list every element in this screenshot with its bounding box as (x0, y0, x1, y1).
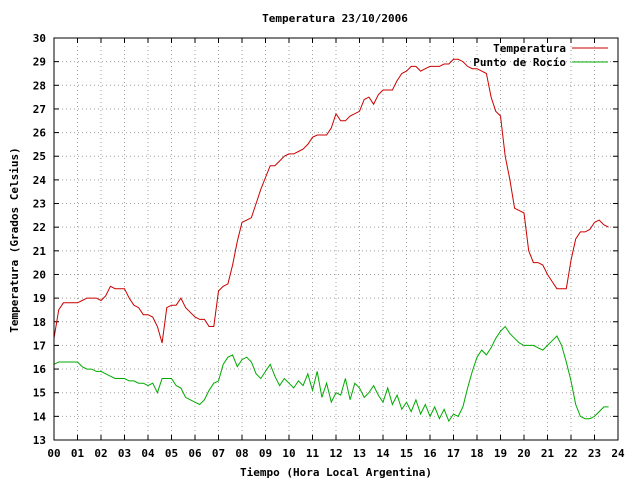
series-line-1 (53, 325, 609, 423)
series-lines (53, 58, 609, 423)
x-tick-label: 05 (165, 447, 178, 460)
series-line-0 (53, 58, 609, 344)
y-tick-label: 27 (33, 103, 46, 116)
x-tick-label: 18 (470, 447, 483, 460)
y-tick-label: 18 (33, 316, 46, 329)
x-tick-label: 00 (47, 447, 60, 460)
y-axis-label: Temperatura (Grados Celsius) (8, 147, 21, 332)
y-tick-label: 28 (33, 79, 46, 92)
x-tick-label: 21 (541, 447, 555, 460)
chart-title: Temperatura 23/10/2006 (262, 12, 408, 25)
x-tick-label: 02 (94, 447, 107, 460)
x-tick-label: 17 (447, 447, 460, 460)
plot-frame (53, 37, 619, 441)
x-tick-label: 13 (353, 447, 366, 460)
x-tick-label: 04 (141, 447, 155, 460)
y-tick-label: 15 (33, 387, 46, 400)
y-tick-label: 26 (33, 127, 47, 140)
x-tick-label: 03 (118, 447, 131, 460)
x-tick-label: 20 (517, 447, 530, 460)
x-tick-label: 15 (400, 447, 413, 460)
y-tick-label: 19 (33, 292, 46, 305)
y-tick-label: 30 (33, 32, 46, 45)
x-tick-label: 07 (212, 447, 225, 460)
x-tick-label: 16 (423, 447, 437, 460)
x-tick-label: 06 (188, 447, 202, 460)
y-tick-label: 13 (33, 434, 46, 447)
x-axis-label: Tiempo (Hora Local Argentina) (240, 466, 432, 479)
y-tick-label: 29 (33, 56, 46, 69)
x-tick-label: 10 (282, 447, 295, 460)
y-tick-label: 17 (33, 339, 46, 352)
x-tick-label: 09 (259, 447, 272, 460)
x-tick-label: 19 (494, 447, 507, 460)
x-tick-label: 08 (235, 447, 248, 460)
x-tick-label: 11 (306, 447, 320, 460)
y-tick-label: 25 (33, 150, 46, 163)
x-axis-ticks: 00 01 02 03 04 05 06 07 08 09 10 11 12 13 14 15 16 17 18 19… (47, 38, 625, 460)
x-tick-label: 14 (376, 447, 390, 460)
legend-label: Temperatura (493, 42, 566, 55)
x-tick-label: 24 (611, 447, 625, 460)
y-tick-label: 21 (33, 245, 47, 258)
x-tick-label: 23 (588, 447, 601, 460)
legend-label: Punto de Rocío (473, 56, 566, 69)
x-tick-label: 12 (329, 447, 342, 460)
y-tick-label: 24 (33, 174, 47, 187)
y-tick-label: 14 (33, 410, 47, 423)
y-axis-ticks: 13 14 15 16 17 18 19 20 21 22 23 24 25 26 27 28 29 30 (33, 32, 618, 447)
grid-lines (54, 38, 618, 440)
x-tick-label: 01 (71, 447, 85, 460)
x-tick-label: 22 (564, 447, 577, 460)
y-tick-label: 22 (33, 221, 46, 234)
y-tick-label: 16 (33, 363, 47, 376)
y-tick-label: 23 (33, 198, 46, 211)
y-tick-label: 20 (33, 268, 46, 281)
